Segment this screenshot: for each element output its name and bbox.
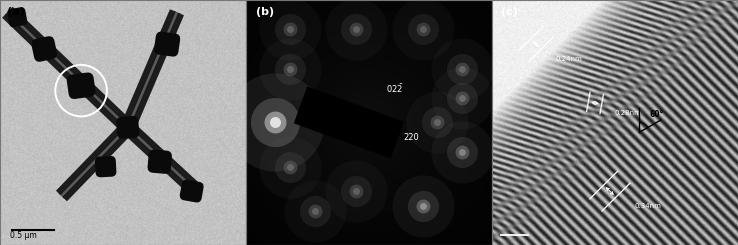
- Point: [456, 67, 468, 71]
- FancyBboxPatch shape: [95, 156, 117, 177]
- Point: [284, 27, 296, 31]
- Text: 0.34nm: 0.34nm: [635, 203, 661, 209]
- Point: [417, 204, 429, 208]
- Text: (a): (a): [7, 7, 25, 17]
- Point: [308, 209, 320, 213]
- Point: [417, 204, 429, 208]
- Point: [269, 121, 281, 124]
- Point: [417, 204, 429, 208]
- FancyBboxPatch shape: [66, 73, 95, 99]
- Point: [456, 150, 468, 154]
- Point: [456, 96, 468, 100]
- Point: [351, 27, 362, 31]
- FancyBboxPatch shape: [117, 116, 139, 139]
- Point: [351, 27, 362, 31]
- Point: [351, 27, 362, 31]
- Point: [456, 150, 468, 154]
- Point: [351, 189, 362, 193]
- Point: [269, 121, 281, 124]
- Point: [284, 67, 296, 71]
- FancyBboxPatch shape: [180, 180, 204, 203]
- Point: [284, 27, 296, 31]
- Point: [417, 27, 429, 31]
- Point: [432, 121, 444, 124]
- Point: [417, 27, 429, 31]
- Point: [456, 150, 468, 154]
- Text: 02$\bar{2}$: 02$\bar{2}$: [386, 82, 403, 95]
- Text: (b): (b): [255, 7, 274, 17]
- Point: [456, 67, 468, 71]
- Point: [456, 96, 468, 100]
- Point: [351, 189, 362, 193]
- Point: [284, 27, 296, 31]
- Point: [269, 121, 281, 124]
- Point: [308, 209, 320, 213]
- Point: [284, 165, 296, 169]
- Point: [456, 67, 468, 71]
- Point: [284, 165, 296, 169]
- Point: [284, 67, 296, 71]
- Point: [432, 121, 444, 124]
- Point: [432, 121, 444, 124]
- Text: 0.24nm: 0.24nm: [556, 56, 582, 62]
- Text: (c): (c): [501, 7, 518, 17]
- Text: 220: 220: [403, 133, 418, 142]
- Point: [284, 67, 296, 71]
- FancyBboxPatch shape: [32, 36, 57, 62]
- Point: [269, 121, 281, 124]
- Point: [284, 165, 296, 169]
- Point: [456, 150, 468, 154]
- Point: [456, 96, 468, 100]
- Point: [351, 189, 362, 193]
- Point: [308, 209, 320, 213]
- Point: [284, 27, 296, 31]
- Text: 0.28nm: 0.28nm: [615, 110, 641, 116]
- FancyBboxPatch shape: [148, 149, 172, 174]
- Point: [284, 165, 296, 169]
- Point: [417, 27, 429, 31]
- FancyBboxPatch shape: [294, 86, 404, 159]
- Point: [417, 204, 429, 208]
- Point: [432, 121, 444, 124]
- Point: [456, 96, 468, 100]
- Point: [351, 27, 362, 31]
- Point: [351, 189, 362, 193]
- Point: [456, 67, 468, 71]
- Text: 60°: 60°: [649, 110, 663, 119]
- Point: [417, 27, 429, 31]
- FancyBboxPatch shape: [7, 7, 27, 27]
- FancyBboxPatch shape: [154, 32, 180, 57]
- Point: [308, 209, 320, 213]
- Point: [284, 67, 296, 71]
- Text: 0.5 μm: 0.5 μm: [10, 231, 37, 240]
